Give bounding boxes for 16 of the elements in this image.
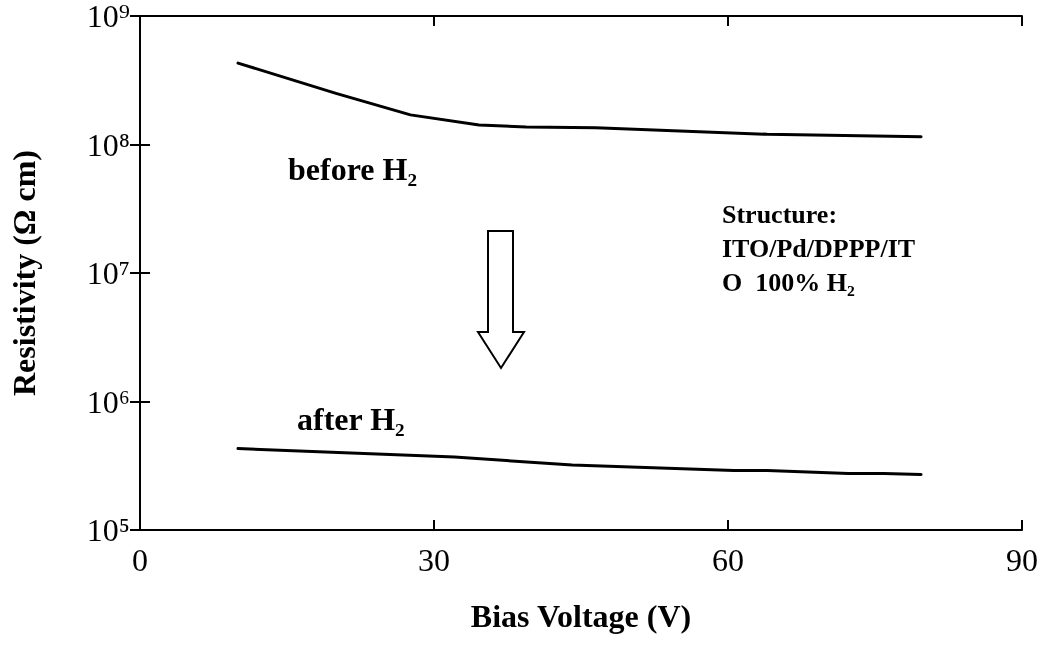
annotation: before H₂	[288, 150, 417, 187]
x-axis-title: Bias Voltage (V)	[470, 598, 692, 634]
y-tick-label: 10⁹	[86, 0, 130, 34]
y-tick-label: 10⁵	[86, 512, 130, 548]
x-tick-label: 0	[132, 542, 148, 578]
annotation: Structure: ITO/Pd/DPPP/IT O 100% H₂	[722, 200, 916, 297]
y-tick-label: 10⁷	[86, 255, 130, 291]
y-tick-label: 10⁸	[86, 126, 130, 163]
x-tick-label: 90	[1006, 542, 1038, 578]
y-axis-title: Resistivity (Ω cm)	[6, 150, 42, 396]
x-tick-label: 30	[418, 542, 450, 578]
annotation: after H₂	[297, 400, 405, 437]
x-tick-label: 60	[712, 542, 744, 578]
line-series	[236, 447, 923, 477]
y-tick-label: 10⁶	[86, 383, 130, 420]
line-series	[236, 61, 923, 139]
